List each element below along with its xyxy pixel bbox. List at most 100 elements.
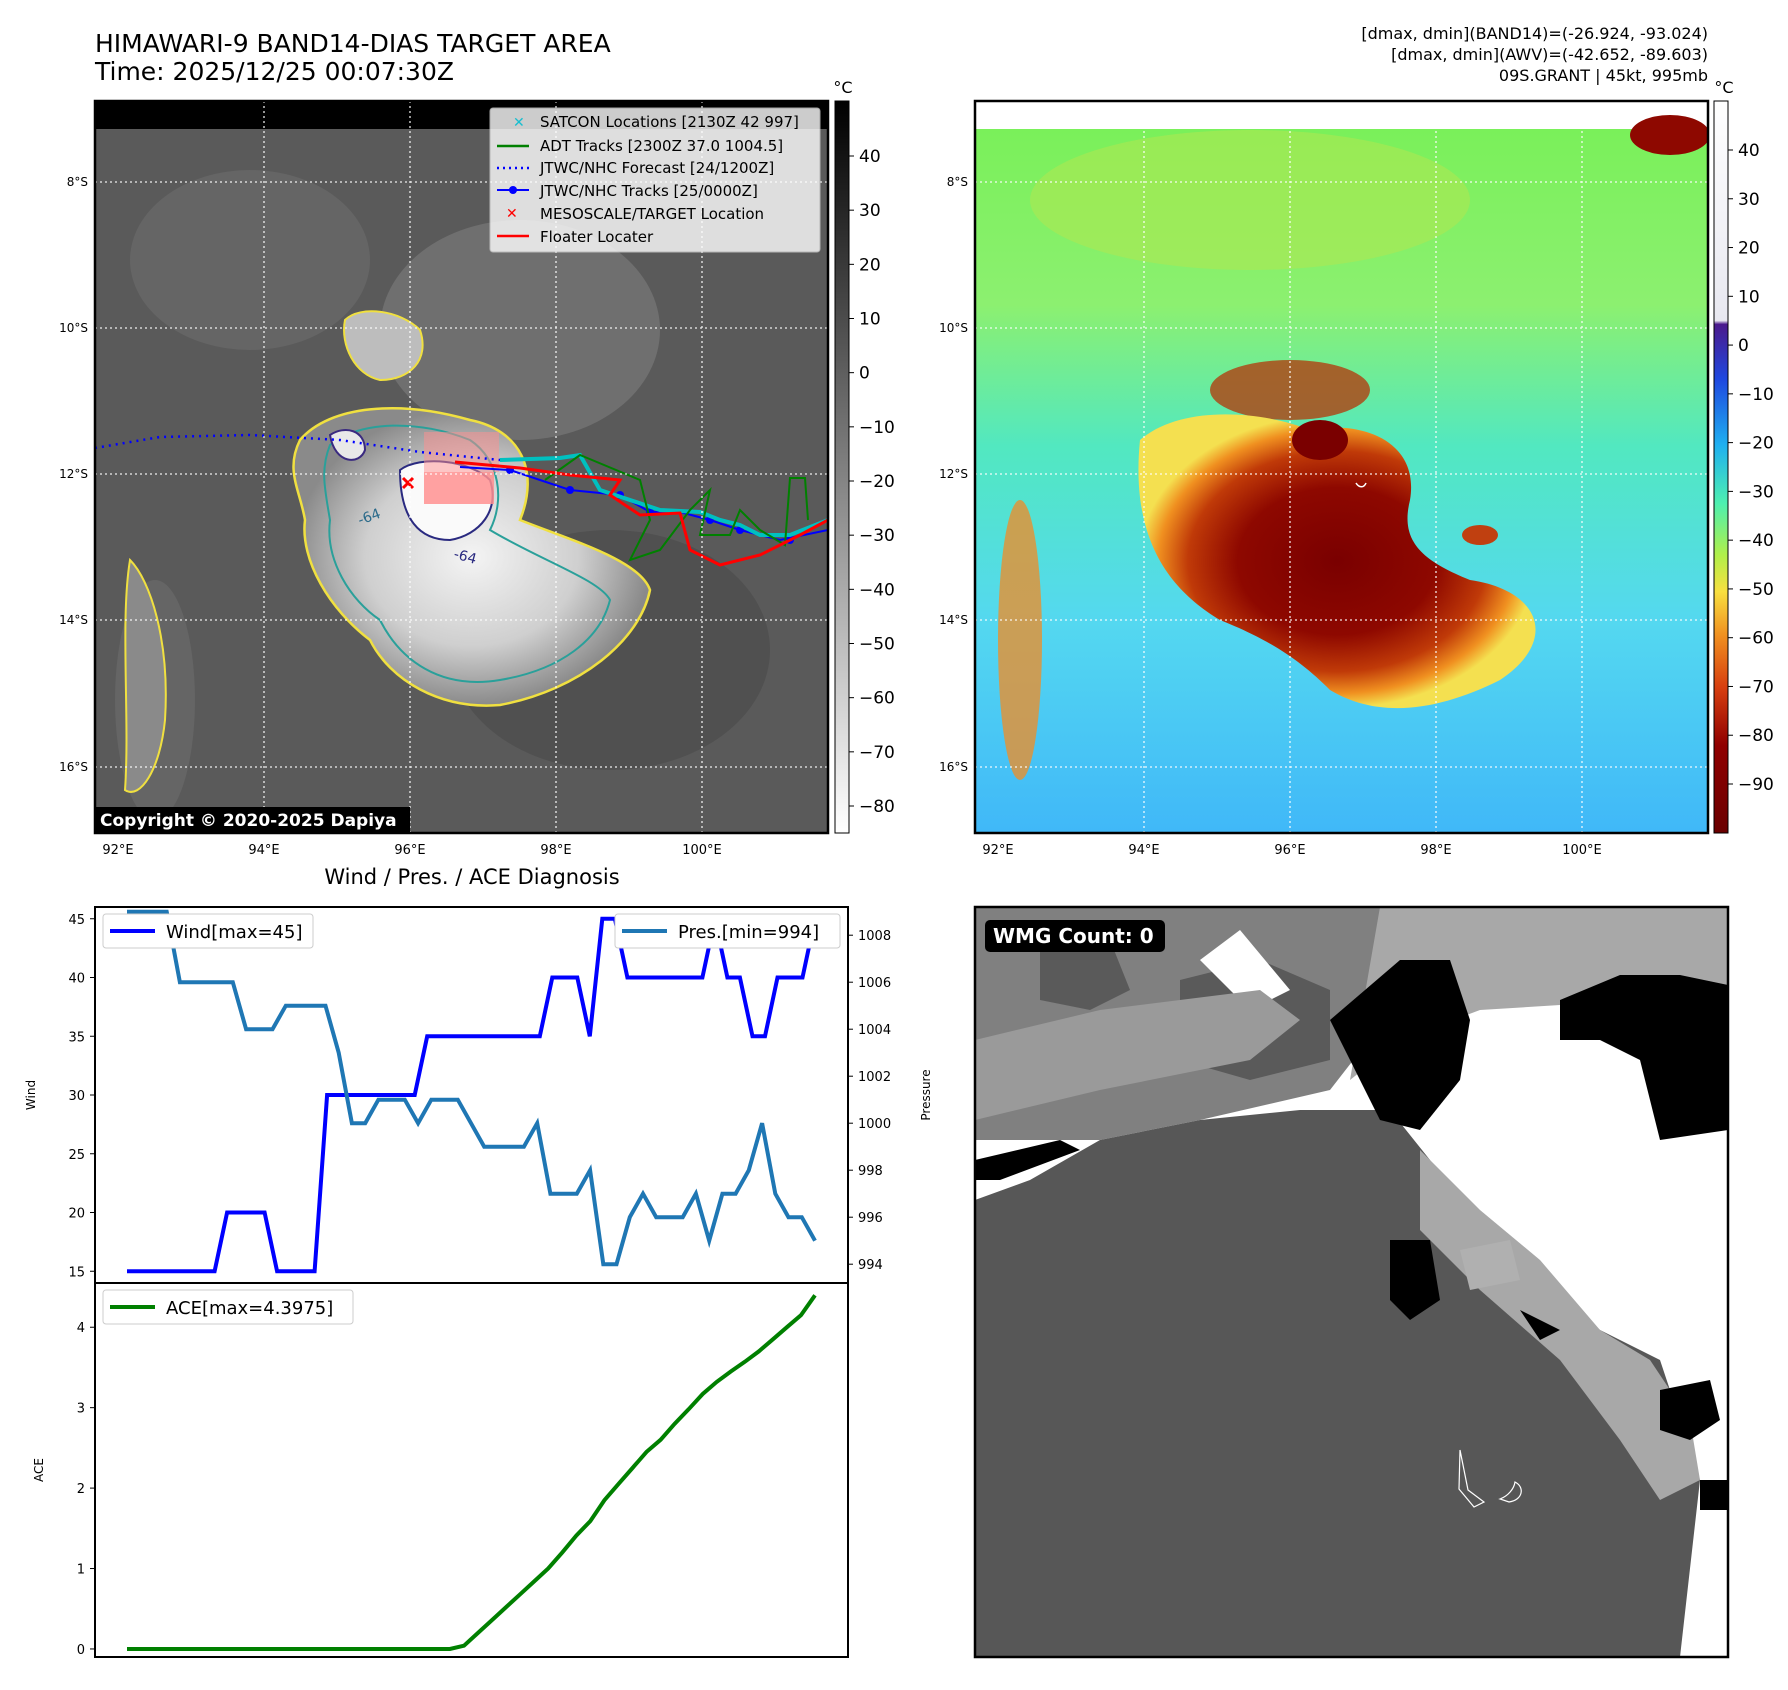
colorbar-tick-label: 10 bbox=[859, 310, 881, 330]
pressure-legend: Pres.[min=994] bbox=[614, 913, 841, 949]
wind-tick-label: 40 bbox=[68, 972, 85, 987]
colorbar-tick-label: −60 bbox=[859, 689, 895, 709]
title-line1: HIMAWARI-9 BAND14-DIAS TARGET AREA bbox=[95, 29, 611, 58]
ace-ticks: 0 1 2 3 4 bbox=[77, 1321, 95, 1658]
colorbar-tick-label: 10 bbox=[1738, 287, 1760, 307]
pressure-tick-label: 1008 bbox=[858, 929, 891, 944]
legend-label-adt: ADT Tracks [2300Z 37.0 1004.5] bbox=[540, 137, 783, 155]
colorbar-tick-label: −40 bbox=[859, 580, 895, 600]
storm-outline-2 bbox=[1498, 1481, 1522, 1503]
colorbar-tick-label: −30 bbox=[1738, 482, 1774, 502]
colorbar-gray-ticks: 40 30 20 10 0 −10 −20 −30 −40 −50 −60 −70 −80 bbox=[849, 147, 895, 817]
lon-label-left: 100°E bbox=[682, 843, 722, 858]
map-legend: ✕ ✕ SATCON Locations [2130Z 42 997] ADT … bbox=[489, 107, 821, 253]
colorbar-color-ticks: 40 30 20 10 0 −10 −20 −30 −40 −50 −60 −70 −80 −90 bbox=[1728, 141, 1774, 795]
lat-label-left: 16°S bbox=[59, 760, 88, 774]
adt-track bbox=[544, 453, 809, 562]
ace-tick-label: 4 bbox=[77, 1321, 85, 1336]
colorbar-gray bbox=[834, 100, 850, 834]
ace-axes bbox=[94, 1282, 849, 1658]
pressure-line bbox=[127, 909, 817, 1267]
ace-tick-label: 3 bbox=[77, 1402, 85, 1417]
colorbar-tick-label: −80 bbox=[859, 797, 895, 817]
colorbar-tick-label: −70 bbox=[859, 743, 895, 763]
lat-label-right: 16°S bbox=[939, 760, 968, 774]
lat-label-right: 10°S bbox=[939, 321, 968, 335]
colorbar-tick-label: 40 bbox=[1738, 141, 1760, 161]
lon-label-left: 96°E bbox=[394, 843, 425, 858]
lat-label-right: 12°S bbox=[939, 467, 968, 481]
wind-pressure-lines bbox=[127, 909, 817, 1274]
pressure-tick-label: 1006 bbox=[858, 976, 891, 991]
colorbar-tick-label: −40 bbox=[1738, 531, 1774, 551]
ace-legend-label: ACE[max=4.3975] bbox=[166, 1298, 333, 1319]
legend-label-floater: Floater Locater bbox=[540, 228, 654, 246]
colorbar-tick-label: −10 bbox=[859, 418, 895, 438]
colorbar-tick-label: 0 bbox=[859, 364, 870, 384]
pressure-tick-label: 1002 bbox=[858, 1070, 891, 1085]
legend-label-target: MESOSCALE/TARGET Location bbox=[540, 205, 764, 223]
colorbar-color-unit: °C bbox=[1714, 78, 1733, 97]
pressure-legend-label: Pres.[min=994] bbox=[678, 922, 819, 943]
lon-label-right: 94°E bbox=[1128, 843, 1159, 858]
lon-label-left: 94°E bbox=[248, 843, 279, 858]
pressure-axis-label: Pressure bbox=[919, 1069, 933, 1120]
wind-pressure-axes bbox=[94, 906, 849, 1284]
contour-label-1: -64 bbox=[356, 506, 383, 529]
wind-tick-label: 25 bbox=[68, 1148, 85, 1163]
colorbar-tick-label: −10 bbox=[1738, 385, 1774, 405]
lat-label-left: 8°S bbox=[67, 175, 88, 189]
ace-lines bbox=[127, 1294, 817, 1651]
lon-label-left: 92°E bbox=[102, 843, 133, 858]
legend-label-forecast: JTWC/NHC Forecast [24/1200Z] bbox=[539, 159, 774, 177]
legend-label-track: JTWC/NHC Tracks [25/0000Z] bbox=[539, 182, 758, 200]
legend-label-satcon: SATCON Locations [2130Z 42 997] bbox=[540, 113, 799, 131]
wind-tick-label: 45 bbox=[68, 913, 85, 928]
lat-label-left: 12°S bbox=[59, 467, 88, 481]
chart-title: Wind / Pres. / ACE Diagnosis bbox=[324, 865, 619, 889]
ace-tick-label: 2 bbox=[77, 1482, 85, 1497]
contour-label-2: -64 bbox=[452, 546, 478, 567]
lon-label-right: 96°E bbox=[1274, 843, 1305, 858]
legend-marker-track bbox=[497, 186, 529, 194]
lat-label-right: 14°S bbox=[939, 613, 968, 627]
colorbar-tick-label: 20 bbox=[859, 255, 881, 275]
colorbar-tick-label: −90 bbox=[1738, 775, 1774, 795]
wind-tick-label: 30 bbox=[68, 1089, 85, 1104]
lon-label-left: 98°E bbox=[540, 843, 571, 858]
copyright: Copyright © 2020-2025 Dapiya bbox=[100, 811, 397, 831]
wind-legend-label: Wind[max=45] bbox=[166, 922, 303, 943]
colorbar-color bbox=[1713, 100, 1729, 834]
colorbar-tick-label: 0 bbox=[1738, 336, 1749, 356]
ace-legend: ACE[max=4.3975] bbox=[102, 1289, 354, 1325]
colorbar-gray-unit: °C bbox=[833, 78, 852, 97]
colorbar-tick-label: −30 bbox=[859, 526, 895, 546]
map-gridlines bbox=[975, 101, 1708, 833]
storm-outline-1 bbox=[1458, 1449, 1486, 1508]
wmg-panel bbox=[975, 907, 1728, 1657]
colorbar-tick-label: −70 bbox=[1738, 677, 1774, 697]
colorbar-tick-label: 30 bbox=[1738, 190, 1760, 210]
title-line2: Time: 2025/12/25 00:07:30Z bbox=[94, 57, 454, 86]
stats-line1: [dmax, dmin](BAND14)=(-26.924, -93.024) bbox=[1361, 24, 1708, 43]
wind-pressure-ticks: 15 20 25 30 35 40 45 994 996 998 1000 1002 1004 1006 1… bbox=[68, 913, 891, 1281]
stats-line2: [dmax, dmin](AWV)=(-42.652, -89.603) bbox=[1391, 45, 1708, 64]
pressure-tick-label: 994 bbox=[858, 1258, 883, 1273]
ace-line bbox=[127, 1294, 817, 1651]
stats-line3: 09S.GRANT | 45kt, 995mb bbox=[1499, 66, 1708, 85]
colorbar-tick-label: −50 bbox=[859, 635, 895, 655]
colorbar-tick-label: −50 bbox=[1738, 580, 1774, 600]
pressure-tick-label: 998 bbox=[858, 1164, 883, 1179]
pressure-tick-label: 996 bbox=[858, 1211, 883, 1226]
lat-label-right: 8°S bbox=[947, 175, 968, 189]
lat-label-left: 14°S bbox=[59, 613, 88, 627]
target-marker bbox=[401, 476, 415, 490]
wind-axis-label: Wind bbox=[24, 1080, 38, 1110]
lat-label-left: 10°S bbox=[59, 321, 88, 335]
legend-marker-target: ✕ bbox=[506, 206, 518, 222]
lon-label-right: 100°E bbox=[1562, 843, 1602, 858]
colorbar-tick-label: 20 bbox=[1738, 239, 1760, 259]
wind-tick-label: 35 bbox=[68, 1030, 85, 1045]
ir-color-map bbox=[975, 101, 1708, 833]
